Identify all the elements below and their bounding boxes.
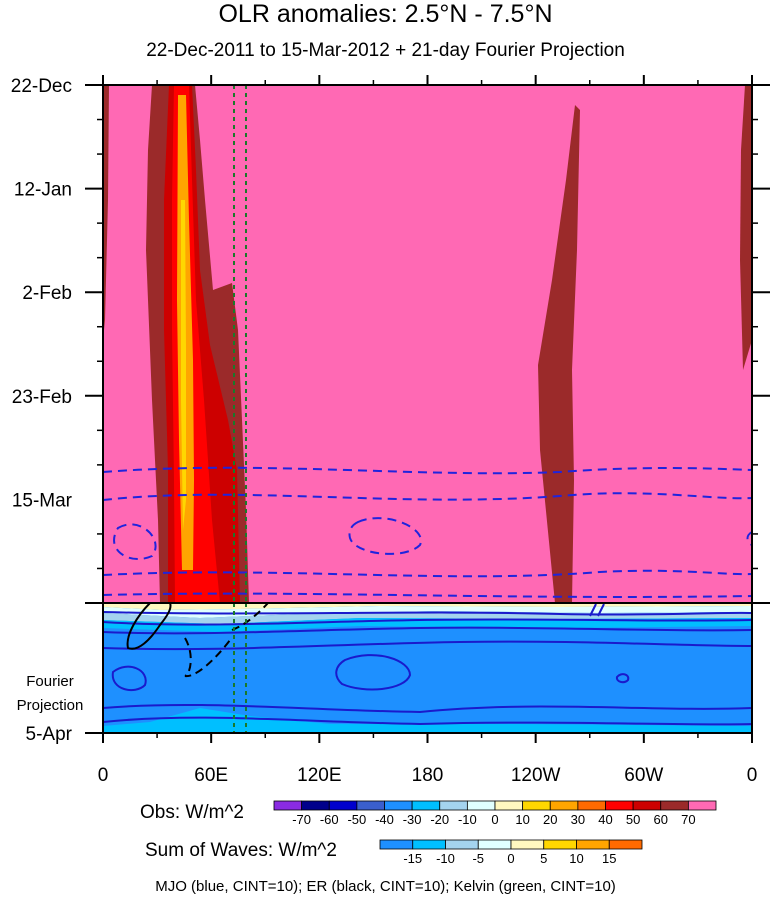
colorbar-swatch — [687, 800, 717, 811]
colorbar-swatch — [328, 800, 358, 811]
sow-colorbar: -15 -10 -5 0 5 10 15 — [379, 839, 643, 866]
colorbar-swatch — [356, 800, 385, 811]
obs-positive-right-edge — [740, 85, 752, 370]
colorbar-tick-label: 30 — [571, 812, 585, 827]
observed-field — [103, 85, 752, 603]
x-tick-label: 180 — [412, 765, 444, 786]
x-tick-label: 60W — [624, 765, 663, 786]
colorbar-swatch — [411, 800, 441, 811]
colorbar-swatch — [301, 800, 330, 811]
colorbar-tick-label: -30 — [403, 812, 422, 827]
x-tick-label: 0 — [98, 765, 109, 786]
colorbar-swatch — [632, 800, 662, 811]
projection-cyan-band — [103, 618, 752, 632]
projection-kelvin-contours — [233, 603, 247, 733]
colorbar-swatch — [273, 800, 303, 811]
colorbar-tick-label: 60 — [654, 812, 668, 827]
colorbar-tick-label: -20 — [430, 812, 449, 827]
colorbar-tick-label: -15 — [403, 851, 422, 866]
colorbar-swatch — [660, 800, 689, 811]
x-tick-label: 0 — [747, 765, 758, 786]
chart-title: OLR anomalies: 2.5°N - 7.5°N — [218, 0, 553, 28]
colorbar-tick-label: -60 — [320, 812, 339, 827]
colorbar-tick-label: -5 — [472, 851, 484, 866]
obs-colorbar-label: Obs: W/m^2 — [140, 802, 244, 823]
obs-colorbar: -70 -60 -50 -40 -30 -20 -10 0 10 20 30 40 50 60 70 — [273, 800, 717, 827]
y-tick-label: 15-Mar — [12, 490, 73, 511]
chart-subtitle: 22-Dec-2011 to 15-Mar-2012 + 21-day Four… — [146, 40, 625, 61]
projection-er-contours — [126, 603, 269, 678]
y-axis: 22-Dec 12-Jan 2-Feb 23-Feb 15-Mar Fourier Proj… — [11, 76, 770, 745]
projection-label: Projection — [17, 697, 84, 714]
projection-end-label: 5-Apr — [26, 724, 73, 745]
colorbar-swatch — [379, 839, 414, 850]
colorbar-swatch — [522, 800, 551, 811]
colorbar-tick-label: -50 — [347, 812, 366, 827]
sow-colorbar-label: Sum of Waves: W/m^2 — [145, 840, 337, 861]
colorbar-tick-label: 5 — [540, 851, 547, 866]
obs-mjo-contours — [103, 466, 752, 598]
colorbar-swatch — [439, 800, 468, 811]
colorbar-swatch — [549, 800, 579, 811]
obs-kelvin-contours — [233, 85, 247, 603]
x-tick-label: 120W — [511, 765, 561, 786]
colorbar-swatch — [412, 839, 446, 850]
contour-caption: MJO (blue, CINT=10); ER (black, CINT=10)… — [155, 878, 616, 895]
obs-positive-plume-yellow — [181, 200, 186, 530]
projection-label: Fourier — [26, 673, 74, 690]
colorbar-tick-label: -10 — [436, 851, 455, 866]
y-tick-label: 22-Dec — [11, 76, 72, 97]
colorbar-tick-label: 10 — [515, 812, 529, 827]
y-tick-label: 12-Jan — [14, 180, 72, 201]
projection-cyan-lower — [103, 708, 752, 733]
colorbar-tick-label: 15 — [602, 851, 616, 866]
x-tick-label: 60E — [194, 765, 228, 786]
colorbar-tick-label: 50 — [626, 812, 640, 827]
colorbar-swatch — [576, 839, 610, 850]
colorbar-swatch — [543, 839, 577, 850]
colorbar-tick-label: -70 — [292, 812, 311, 827]
colorbar-swatch — [605, 800, 634, 811]
colorbar-swatch — [445, 839, 479, 850]
colorbar-tick-label: 0 — [507, 851, 514, 866]
projection-zero-band — [103, 606, 752, 618]
y-tick-label: 2-Feb — [22, 283, 72, 304]
x-axis: 0 60E 120E 180 120W 60W 0 — [98, 75, 758, 786]
colorbar-swatch — [477, 839, 512, 850]
colorbar-tick-label: 70 — [681, 812, 695, 827]
obs-positive-dateline-plume — [538, 105, 580, 603]
colorbar-swatch — [466, 800, 496, 811]
x-tick-label: 120E — [297, 765, 341, 786]
colorbar-tick-label: 20 — [543, 812, 557, 827]
colorbar-swatch — [577, 800, 606, 811]
colorbar-swatch — [608, 839, 643, 850]
projection-field — [103, 603, 752, 733]
colorbar-tick-label: 0 — [491, 812, 498, 827]
colorbar-swatch — [494, 800, 524, 811]
colorbar-tick-label: -40 — [375, 812, 394, 827]
obs-positive-left-edge — [103, 85, 109, 340]
colorbar-tick-label: 40 — [598, 812, 612, 827]
y-tick-label: 23-Feb — [12, 387, 72, 408]
projection-mjo-contours — [103, 603, 752, 726]
colorbar-swatch — [510, 839, 545, 850]
colorbar-swatch — [384, 800, 413, 811]
colorbar-tick-label: 10 — [569, 851, 583, 866]
colorbar-tick-label: -10 — [458, 812, 477, 827]
